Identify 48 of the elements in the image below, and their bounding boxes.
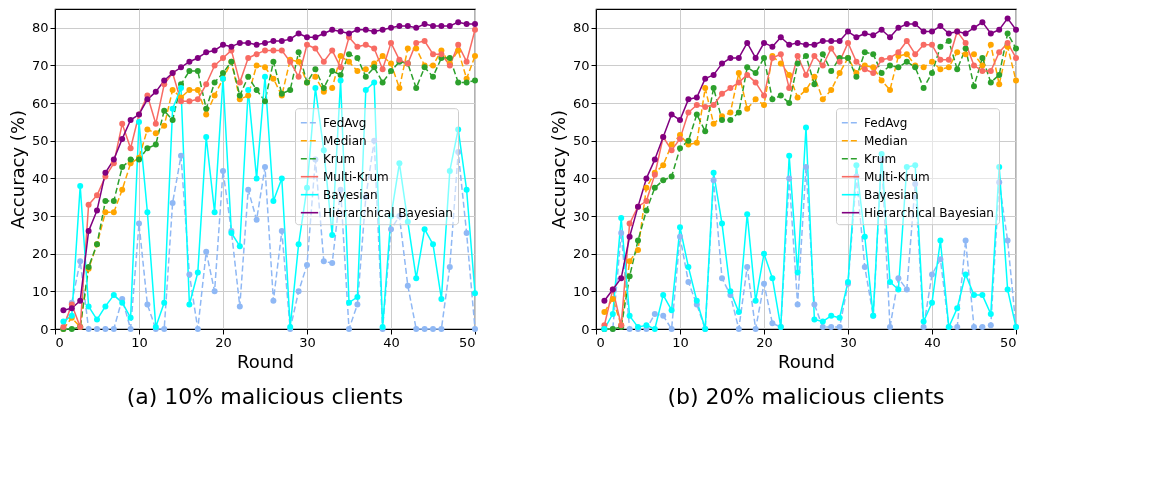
x-tick-label: 20 xyxy=(215,334,232,350)
x-tick-label: 30 xyxy=(299,334,316,350)
x-tick-label: 0 xyxy=(596,334,605,350)
x-tick-label: 50 xyxy=(458,334,476,350)
text: (a) 10% malicious clients xyxy=(126,384,404,409)
text: (b) 20% malicious clients xyxy=(667,384,945,409)
y-tick-label: 30 xyxy=(572,208,590,224)
legend-label: Krum xyxy=(323,151,356,166)
y-axis-title: Accuracy (%) xyxy=(547,109,569,230)
x-tick-label: 40 xyxy=(383,334,400,350)
x-axis-title: Round xyxy=(778,350,835,372)
legend-label: Median xyxy=(864,133,908,148)
legend-label: FedAvg xyxy=(864,115,908,130)
y-tick-label: 40 xyxy=(572,170,590,186)
x-axis-title: Round xyxy=(237,350,294,372)
y-tick-label: 20 xyxy=(31,246,49,262)
x-tick-label: 10 xyxy=(672,334,689,350)
y-tick-label: 10 xyxy=(31,283,49,299)
y-tick-label: 0 xyxy=(40,321,49,337)
legend-label: Bayesian xyxy=(864,187,919,202)
y-tick-label: 50 xyxy=(31,133,49,149)
y-tick-label: 70 xyxy=(572,57,590,73)
y-tick-label: 30 xyxy=(31,208,49,224)
legend-label: Multi-Krum xyxy=(864,169,930,184)
y-tick-label: 10 xyxy=(572,283,590,299)
y-tick-label: 80 xyxy=(572,20,590,36)
y-tick-label: 50 xyxy=(572,133,590,149)
legend-label: FedAvg xyxy=(323,115,367,130)
y-tick-label: 60 xyxy=(572,95,590,111)
y-axis-title: Accuracy (%) xyxy=(6,109,28,230)
x-tick-label: 50 xyxy=(999,334,1017,350)
x-tick-label: 10 xyxy=(131,334,148,350)
x-tick-label: 40 xyxy=(924,334,941,350)
x-tick-label: 0 xyxy=(55,334,64,350)
legend-label: Bayesian xyxy=(323,187,378,202)
y-tick-label: 40 xyxy=(31,170,49,186)
legend-label: Median xyxy=(323,133,367,148)
legend-label: Hierarchical Bayesian xyxy=(864,205,994,220)
y-tick-label: 20 xyxy=(572,246,590,262)
y-tick-label: 70 xyxy=(31,57,49,73)
legend-label: Krum xyxy=(864,151,897,166)
legend-label: Hierarchical Bayesian xyxy=(323,205,453,220)
y-tick-label: 80 xyxy=(31,20,49,36)
x-tick-label: 20 xyxy=(756,334,773,350)
y-tick-label: 60 xyxy=(31,95,49,111)
x-tick-label: 30 xyxy=(840,334,857,350)
y-tick-label: 0 xyxy=(581,321,590,337)
legend-label: Multi-Krum xyxy=(323,169,389,184)
